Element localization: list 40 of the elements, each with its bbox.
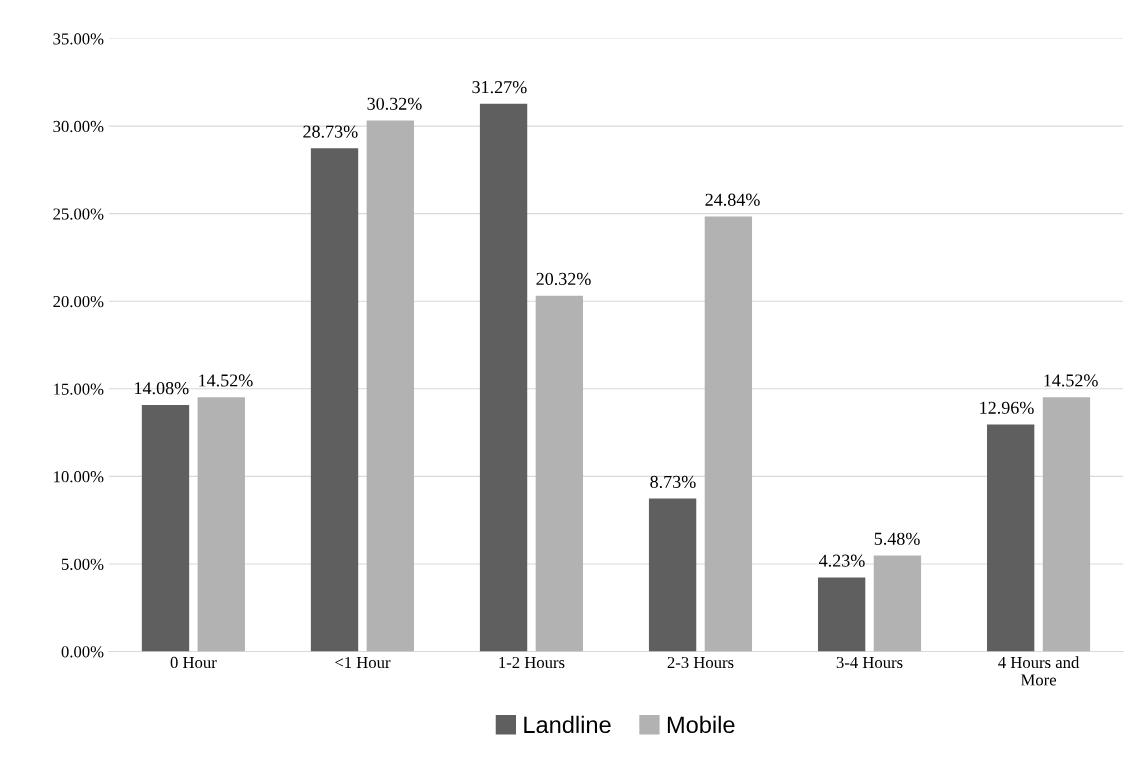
bar [1042, 397, 1091, 652]
y-tick-label: 20.00% [53, 295, 104, 308]
bar [873, 555, 922, 652]
data-label: 30.32% [367, 97, 422, 110]
data-label: 20.32% [536, 272, 591, 286]
bar [141, 404, 190, 652]
bar [366, 120, 414, 652]
y-tick-label: 25.00% [53, 208, 104, 220]
data-label: 31.27% [472, 81, 527, 94]
data-label: 14.52% [199, 374, 253, 387]
y-tick-label: 0.00% [61, 646, 104, 658]
x-tick-label: <1 Hour [335, 656, 391, 669]
data-label: 4.23% [819, 554, 865, 567]
data-label: 12.96% [980, 401, 1034, 414]
bar [479, 103, 528, 652]
data-label: 24.84% [705, 193, 760, 206]
bar [987, 424, 1035, 652]
x-tick-label: 3-4 Hours [836, 656, 903, 669]
y-tick-label: 30.00% [53, 120, 104, 133]
legend-label: Landline [524, 715, 611, 734]
y-tick-label: 35.00% [53, 33, 104, 45]
data-label: 14.08% [135, 382, 189, 395]
bar [535, 295, 584, 652]
x-tick-label: 4 Hours and More [998, 656, 1080, 686]
bar [197, 397, 245, 652]
bar [817, 577, 866, 652]
data-label: 8.73% [650, 475, 696, 489]
bar [648, 498, 697, 652]
y-tick-label: 10.00% [54, 471, 104, 483]
bar [704, 216, 753, 652]
x-tick-label: 0 Hour [170, 656, 217, 669]
bar [310, 148, 359, 652]
legend-label: Mobile [667, 715, 735, 734]
y-tick-label: 15.00% [54, 383, 104, 395]
data-label: 5.48% [874, 532, 920, 545]
data-label: 28.73% [303, 125, 358, 138]
y-tick-label: 5.00% [61, 558, 104, 570]
data-label: 14.52% [1044, 374, 1098, 387]
x-tick-label: 2-3 Hours [667, 656, 734, 669]
x-tick-label: 1-2 Hours [499, 656, 565, 669]
